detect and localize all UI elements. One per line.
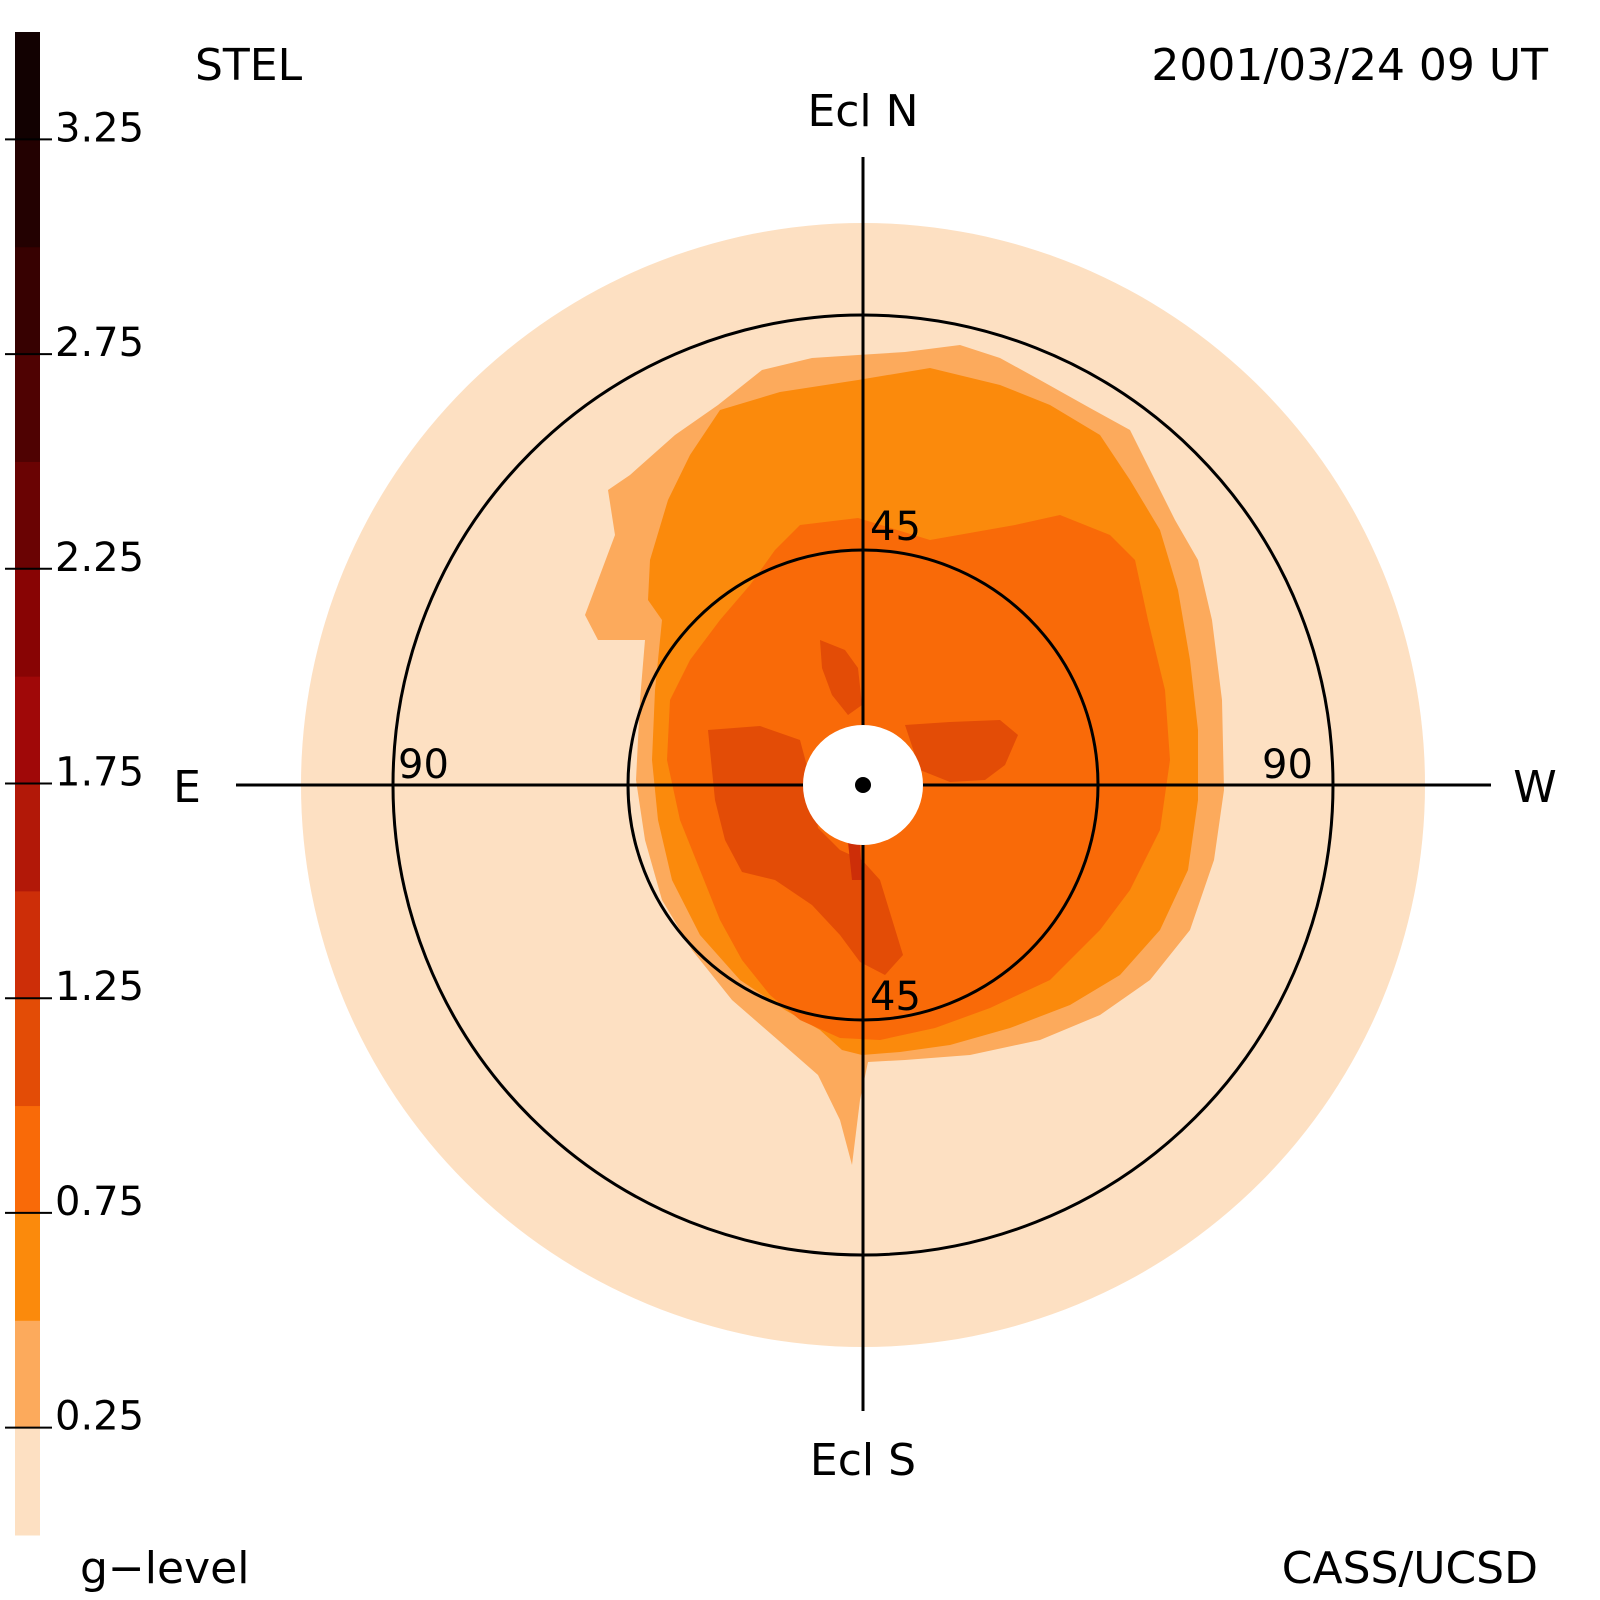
colorbar-tick-label: 1.75: [55, 750, 144, 796]
colorbar-segment: [15, 1212, 40, 1321]
colorbar-variable-label: g−level: [80, 1543, 249, 1594]
colorbar-segment: [15, 783, 40, 892]
ring-label-45-top: 45: [870, 504, 921, 550]
colorbar-tick-label: 2.25: [55, 535, 144, 581]
sky-region-level-4: [708, 726, 903, 975]
timestamp-label: 2001/03/24 09 UT: [1151, 40, 1548, 91]
sky-region-level-4: [820, 640, 862, 715]
sky-region-level-4: [905, 720, 1018, 782]
compass-west-label: W: [1513, 762, 1557, 813]
colorbar-tick-label: 0.75: [55, 1179, 144, 1225]
sky-region-level-5: [848, 840, 862, 880]
colorbar-segment: [15, 354, 40, 462]
compass-north-label: Ecl N: [807, 86, 918, 137]
ring-label-90-left: 90: [398, 742, 449, 788]
sun-center-dot: [855, 777, 871, 793]
colorbar-segment: [15, 1105, 40, 1214]
colorbar-tick-label: 3.25: [55, 105, 144, 151]
colorbar-tick-label: 2.75: [55, 320, 144, 366]
colorbar-segment: [15, 461, 40, 570]
colorbar-segment: [15, 32, 40, 140]
colorbar-segment: [15, 139, 40, 248]
colorbar-segment: [15, 676, 40, 784]
colorbar-segment: [15, 890, 40, 999]
compass-south-label: Ecl S: [810, 1435, 916, 1486]
colorbar-segment: [15, 246, 40, 355]
instrument-label: STEL: [195, 40, 303, 91]
colorbar-ticks: 3.25 2.75 2.25 1.75 1.25 0.75 0.25: [5, 105, 144, 1440]
sky-map: [236, 157, 1491, 1411]
colorbar-tick-label: 0.25: [55, 1394, 144, 1440]
colorbar-segment: [15, 1320, 40, 1429]
ring-label-90-right: 90: [1262, 742, 1313, 788]
compass-east-label: E: [173, 762, 201, 813]
colorbar-tick-label: 1.25: [55, 964, 144, 1010]
ring-label-45-bottom: 45: [870, 974, 921, 1020]
colorbar-segment: [15, 568, 40, 677]
colorbar-segment: [15, 1427, 40, 1536]
colorbar: [15, 32, 40, 1536]
colorbar-segment: [15, 998, 40, 1107]
credit-label: CASS/UCSD: [1282, 1543, 1538, 1594]
